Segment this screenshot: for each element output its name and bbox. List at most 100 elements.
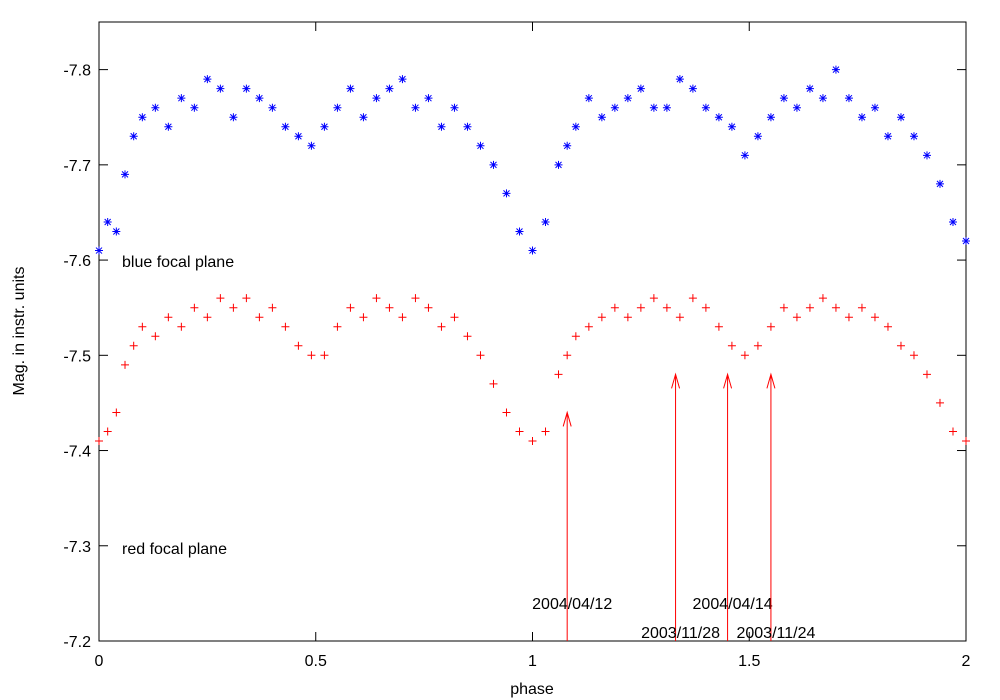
data-point	[844, 94, 853, 103]
data-point	[805, 84, 814, 93]
data-point	[883, 322, 892, 331]
data-point	[935, 179, 944, 188]
annotation-arrow	[723, 372, 733, 641]
data-point	[818, 94, 827, 103]
data-point	[636, 84, 645, 93]
data-point	[385, 84, 394, 93]
data-point	[216, 294, 225, 303]
data-point	[112, 408, 121, 417]
data-point	[962, 437, 970, 446]
annotation-label: 2003/11/28	[641, 625, 720, 642]
y-tick-label: -7.2	[63, 634, 91, 651]
data-point	[294, 132, 303, 141]
data-point	[948, 217, 957, 226]
data-point	[610, 303, 619, 312]
x-tick-label: 1.5	[738, 653, 760, 670]
data-point	[883, 132, 892, 141]
data-point	[203, 313, 212, 322]
data-point	[437, 322, 446, 331]
data-point	[385, 303, 394, 312]
data-point	[701, 103, 710, 112]
data-point	[571, 122, 580, 131]
data-point	[281, 122, 290, 131]
y-tick-label: -7.7	[63, 158, 91, 175]
data-point	[541, 427, 550, 436]
annotation-label: 2004/04/12	[532, 596, 612, 613]
data-point	[554, 370, 563, 379]
data-point	[463, 122, 472, 131]
y-tick-label: -7.4	[63, 444, 91, 461]
annotation-arrow	[671, 372, 681, 641]
x-tick-label: 0	[95, 653, 104, 670]
data-point	[515, 227, 524, 236]
data-point	[177, 322, 186, 331]
data-point	[450, 103, 459, 112]
data-point	[766, 113, 775, 122]
plot-frame	[98, 21, 967, 642]
data-point	[563, 141, 572, 150]
data-point	[281, 322, 290, 331]
data-point	[753, 132, 762, 141]
data-point	[727, 341, 736, 350]
data-point	[740, 151, 749, 160]
data-point	[151, 332, 160, 341]
data-point	[792, 103, 801, 112]
data-point	[268, 103, 277, 112]
data-point	[320, 351, 329, 360]
data-point	[164, 122, 173, 131]
data-point	[563, 351, 572, 360]
data-point	[502, 189, 511, 198]
data-point	[502, 408, 511, 417]
data-point	[121, 360, 130, 369]
data-point	[242, 84, 251, 93]
data-point	[255, 94, 264, 103]
data-point	[103, 427, 112, 436]
data-point	[623, 94, 632, 103]
data-point	[935, 398, 944, 407]
data-point	[112, 227, 121, 236]
x-tick-label: 1	[528, 653, 537, 670]
data-point	[948, 427, 957, 436]
data-point	[95, 246, 103, 255]
data-point	[662, 303, 671, 312]
data-point	[688, 84, 697, 93]
data-point	[476, 351, 485, 360]
data-point	[727, 122, 736, 131]
y-tick-label: -7.5	[63, 348, 91, 365]
data-point	[779, 303, 788, 312]
data-point	[766, 322, 775, 331]
data-point	[844, 313, 853, 322]
data-point	[476, 141, 485, 150]
data-point	[610, 103, 619, 112]
data-point	[450, 313, 459, 322]
data-point	[229, 303, 238, 312]
data-point	[701, 303, 710, 312]
data-point	[662, 103, 671, 112]
data-point	[597, 113, 606, 122]
y-tick-label: -7.8	[63, 63, 91, 80]
data-point	[515, 427, 524, 436]
data-point	[138, 322, 147, 331]
data-point	[398, 313, 407, 322]
data-point	[675, 75, 684, 84]
data-point	[571, 332, 580, 341]
data-point	[857, 113, 866, 122]
data-point	[831, 65, 840, 74]
data-point	[463, 332, 472, 341]
data-point	[489, 379, 498, 388]
data-point	[103, 217, 112, 226]
data-point	[333, 103, 342, 112]
data-point	[411, 103, 420, 112]
annotation-label: 2003/11/24	[736, 625, 815, 642]
data-point	[818, 294, 827, 303]
data-point	[372, 294, 381, 303]
data-point	[411, 294, 420, 303]
data-point	[831, 303, 840, 312]
data-point	[424, 94, 433, 103]
data-point	[398, 75, 407, 84]
data-point	[424, 303, 433, 312]
data-point	[190, 303, 199, 312]
data-point	[554, 160, 563, 169]
data-point	[541, 217, 550, 226]
